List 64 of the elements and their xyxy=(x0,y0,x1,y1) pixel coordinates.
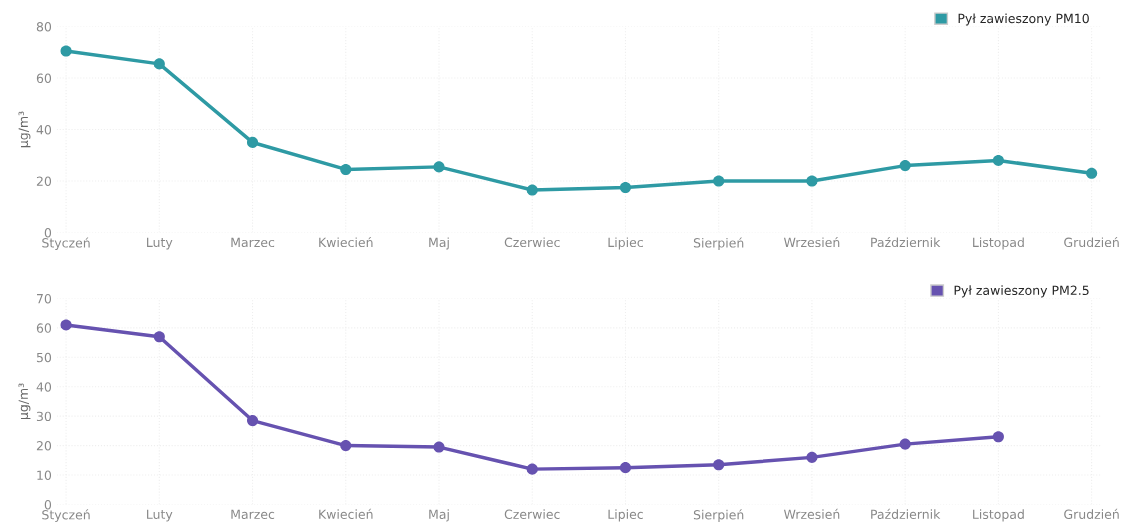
y-tick-label: 40 xyxy=(36,125,52,135)
y-tick-label: 50 xyxy=(36,352,52,363)
x-tick-label: Marzec xyxy=(231,237,275,248)
x-tick-label: Grudzień xyxy=(1064,236,1119,248)
x-tick-label: Lipiec xyxy=(608,509,643,522)
x-tick-label: Październik xyxy=(871,236,941,248)
x-tick-label: Październik xyxy=(871,508,941,519)
x-tick-label: Kwiecień xyxy=(319,508,373,519)
point xyxy=(60,319,72,331)
point xyxy=(433,441,445,453)
point xyxy=(246,136,259,148)
point xyxy=(1086,167,1098,179)
point xyxy=(992,154,1004,166)
x-tick-label: Grudzień xyxy=(1064,508,1119,519)
x-tick-label: Maj xyxy=(429,509,449,522)
point xyxy=(806,175,818,187)
point xyxy=(340,163,352,176)
point xyxy=(899,160,911,172)
y-tick-label: 20 xyxy=(36,441,52,451)
y-tick-label: 60 xyxy=(36,73,52,83)
point xyxy=(433,161,445,173)
legend-label: Pył zawieszony PM10 xyxy=(958,13,1089,26)
point xyxy=(899,438,911,450)
y-tick-label: 80 xyxy=(36,22,52,32)
y-axis-title: µg/m³ xyxy=(18,383,31,420)
point xyxy=(619,462,632,474)
point xyxy=(60,45,72,57)
x-tick-label: Maj xyxy=(429,237,449,250)
point xyxy=(153,58,165,70)
y-tick-label: 40 xyxy=(36,382,52,392)
y-tick-label: 20 xyxy=(36,176,52,186)
point xyxy=(619,181,632,194)
y-axis-title: µg/m³ xyxy=(18,111,31,148)
x-tick-label: Wrzesień xyxy=(783,508,840,519)
point xyxy=(992,431,1004,443)
x-tick-label: Luty xyxy=(147,237,173,250)
point xyxy=(526,463,538,475)
point xyxy=(526,184,538,196)
x-tick-label: Czerwiec xyxy=(504,237,560,248)
y-tick-label: 70 xyxy=(37,293,52,304)
x-tick-label: Styczeń xyxy=(42,509,90,522)
point xyxy=(713,175,725,187)
point xyxy=(246,415,259,427)
x-tick-label: Luty xyxy=(147,509,173,522)
x-tick-label: Sierpień xyxy=(693,509,744,522)
x-tick-label: Sierpień xyxy=(693,237,744,250)
x-tick-label: Listopad xyxy=(973,509,1024,522)
y-tick-label: 10 xyxy=(37,470,52,480)
y-tick-label: 60 xyxy=(36,323,52,333)
x-tick-label: Wrzesień xyxy=(783,236,840,248)
y-tick-label: 0 xyxy=(44,499,52,510)
point xyxy=(153,331,165,343)
point xyxy=(713,459,725,471)
x-tick-label: Styczeń xyxy=(42,237,90,250)
x-tick-label: Czerwiec xyxy=(504,509,560,519)
x-tick-label: Listopad xyxy=(973,237,1024,250)
x-tick-label: Kwiecień xyxy=(319,236,373,248)
y-tick-label: 0 xyxy=(44,228,52,238)
legend-label: Pył zawieszony PM2.5 xyxy=(954,285,1089,298)
x-tick-label: Lipiec xyxy=(608,237,643,250)
point xyxy=(806,451,818,463)
y-tick-label: 30 xyxy=(36,411,52,422)
point xyxy=(340,440,352,452)
x-tick-label: Marzec xyxy=(231,509,275,519)
